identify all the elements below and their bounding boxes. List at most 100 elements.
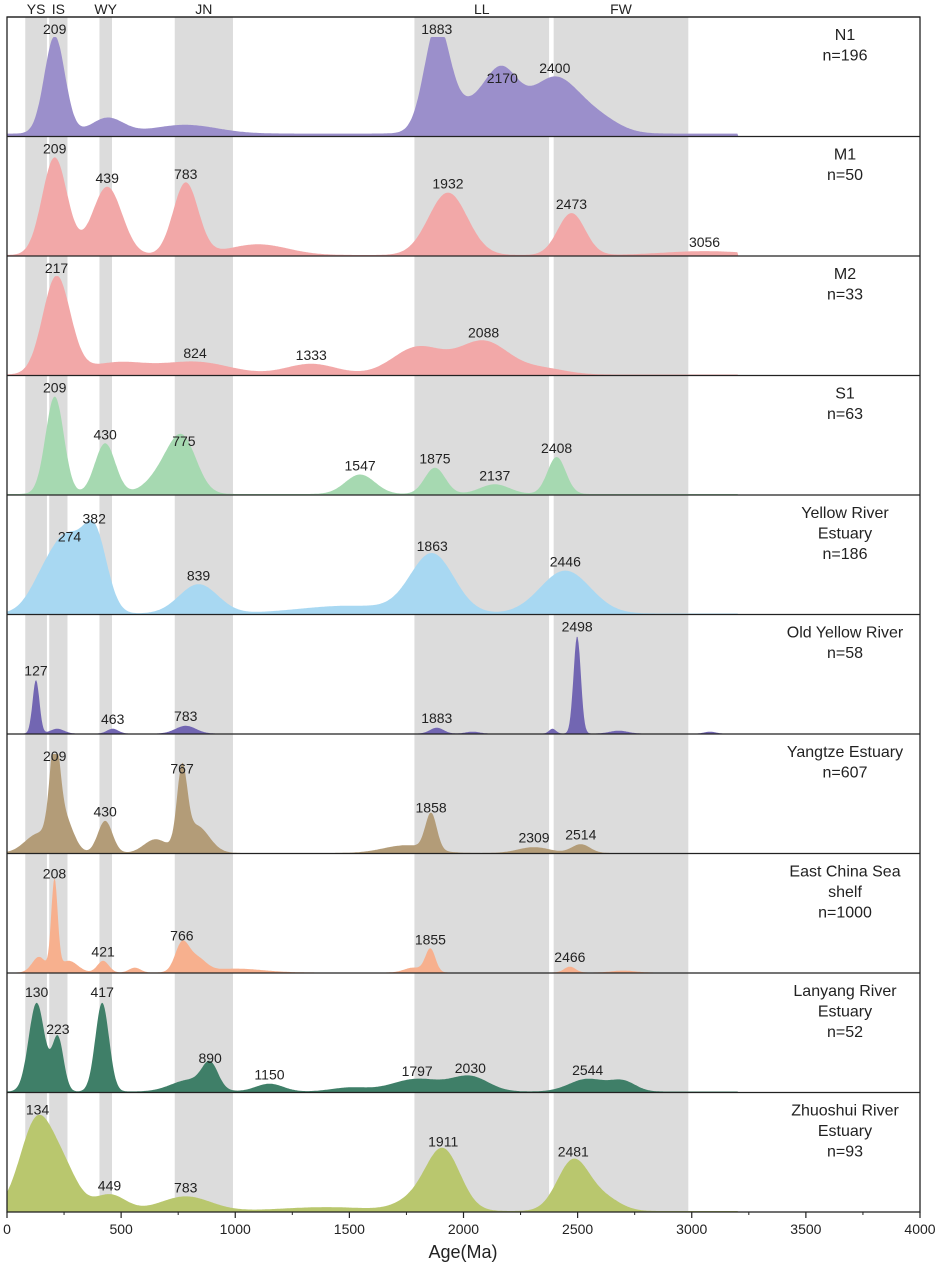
band-label-is: IS (52, 1, 65, 17)
peak-label: 209 (43, 21, 67, 37)
peak-label: 2088 (468, 324, 499, 340)
peak-label: 430 (93, 426, 117, 442)
panel-names: N1 n=196 M1 n=50 M2 n=33 S1 n=63 Yellow River Est… (787, 27, 904, 1161)
panel-sample-count: n=52 (827, 1024, 863, 1041)
panel-sample-count: n=50 (827, 167, 863, 184)
band-label-ll: LL (474, 1, 490, 17)
band-label-ys: YS (27, 1, 46, 17)
peak-label: 783 (174, 708, 198, 724)
panel-sample-name: M1 (834, 147, 856, 164)
peak-label: 2466 (554, 949, 585, 965)
area-series-9 (7, 1114, 920, 1212)
peak-label: 417 (91, 984, 115, 1000)
area-series-8 (7, 1002, 920, 1093)
x-tick-label: 3000 (676, 1221, 707, 1237)
panel-sample-count: n=58 (827, 645, 863, 662)
x-tick-label: 2000 (448, 1221, 479, 1237)
peak-label: 463 (101, 711, 125, 727)
peak-label: 2170 (487, 70, 518, 86)
panel-sample-count: n=196 (823, 48, 868, 65)
panel-sample-name: shelf (828, 884, 862, 901)
peak-label: 1858 (416, 799, 447, 815)
panel-sample-name: N1 (835, 27, 856, 44)
x-tick-label: 0 (3, 1221, 11, 1237)
panel-sample-name: Estuary (818, 526, 872, 543)
peak-label: 209 (43, 748, 67, 764)
x-axis-title: Age(Ma) (428, 1242, 497, 1262)
band-label-jn: JN (195, 1, 212, 17)
peak-label: 1863 (417, 538, 448, 554)
area-series-4 (7, 520, 920, 615)
x-tick-label: 1500 (334, 1221, 365, 1237)
x-axis: 0 500 1000 1500 2000 2500 3000 3500 4000 (3, 1212, 936, 1237)
peak-label: 130 (25, 984, 49, 1000)
panel-sample-name: Zhuoshui River (791, 1103, 899, 1120)
panel-sample-count: n=1000 (818, 905, 872, 922)
x-tick-label: 3500 (790, 1221, 821, 1237)
peak-label: 775 (172, 433, 196, 449)
peak-label: 223 (46, 1021, 70, 1037)
peak-label: 1932 (432, 176, 463, 192)
peak-label: 2446 (550, 554, 581, 570)
panel-sample-name: M2 (834, 266, 856, 283)
panel-sample-name: Old Yellow River (787, 625, 904, 642)
peak-label: 2400 (539, 60, 570, 76)
peak-label: 439 (96, 170, 120, 186)
peak-label: 2544 (572, 1062, 603, 1078)
peak-label: 766 (170, 928, 194, 944)
peak-label: 1333 (296, 347, 327, 363)
peak-label: 217 (45, 260, 69, 276)
peak-label: 134 (26, 1101, 50, 1117)
peak-label: 1150 (254, 1067, 284, 1083)
peak-label: 783 (174, 166, 198, 182)
peak-label: 449 (98, 1177, 122, 1193)
band-label-fw: FW (610, 1, 633, 17)
peak-label: 1883 (421, 21, 452, 37)
peak-label: 2473 (556, 196, 587, 212)
panel-sample-name: Yangtze Estuary (787, 744, 903, 761)
peak-label: 209 (43, 141, 67, 157)
peak-label: 421 (91, 943, 115, 959)
panel-sample-name: Lanyang River (793, 983, 897, 1000)
peak-label: 1883 (421, 710, 452, 726)
peak-label: 3056 (689, 234, 720, 250)
panel-sample-name: Estuary (818, 1004, 872, 1021)
peak-label: 2498 (562, 619, 593, 635)
age-distribution-areas (7, 37, 920, 1212)
band-label-wy: WY (94, 1, 117, 17)
panel-sample-count: n=186 (823, 546, 868, 563)
panel-sample-name: S1 (835, 386, 855, 403)
panel-sample-count: n=93 (827, 1144, 863, 1161)
panel-sample-name: East China Sea (789, 864, 900, 881)
panel-sample-count: n=63 (827, 406, 863, 423)
peak-label: 824 (183, 345, 207, 361)
area-series-3 (7, 396, 920, 495)
peak-label: 430 (93, 803, 117, 819)
peak-label: 2137 (479, 467, 510, 483)
peak-label: 2408 (541, 440, 572, 456)
peak-label: 890 (198, 1050, 222, 1066)
peak-label: 2030 (455, 1060, 486, 1076)
peak-labels: 209 1883 2170 2400 209 439 783 1932 2473 3056 217 8… (24, 21, 720, 1195)
peak-label: 274 (58, 528, 82, 544)
area-series-1 (7, 157, 920, 256)
peak-label: 127 (24, 662, 48, 678)
panel-frames (6, 16, 921, 1213)
x-tick-label: 1000 (220, 1221, 251, 1237)
x-tick-label: 4000 (904, 1221, 935, 1237)
peak-label: 209 (43, 380, 67, 396)
peak-label: 208 (43, 865, 67, 881)
peak-label: 767 (170, 760, 194, 776)
peak-label: 1797 (402, 1063, 433, 1079)
peak-label: 1855 (415, 932, 446, 948)
area-series-2 (7, 276, 920, 376)
peak-label: 1547 (345, 458, 376, 474)
panel-sample-name: Estuary (818, 1123, 872, 1140)
peak-label: 2309 (518, 830, 549, 846)
area-series-6 (7, 754, 920, 854)
peak-label: 783 (174, 1179, 198, 1195)
x-tick-label: 2500 (562, 1221, 593, 1237)
peak-label: 1911 (428, 1134, 458, 1150)
peak-label: 1875 (419, 451, 450, 467)
